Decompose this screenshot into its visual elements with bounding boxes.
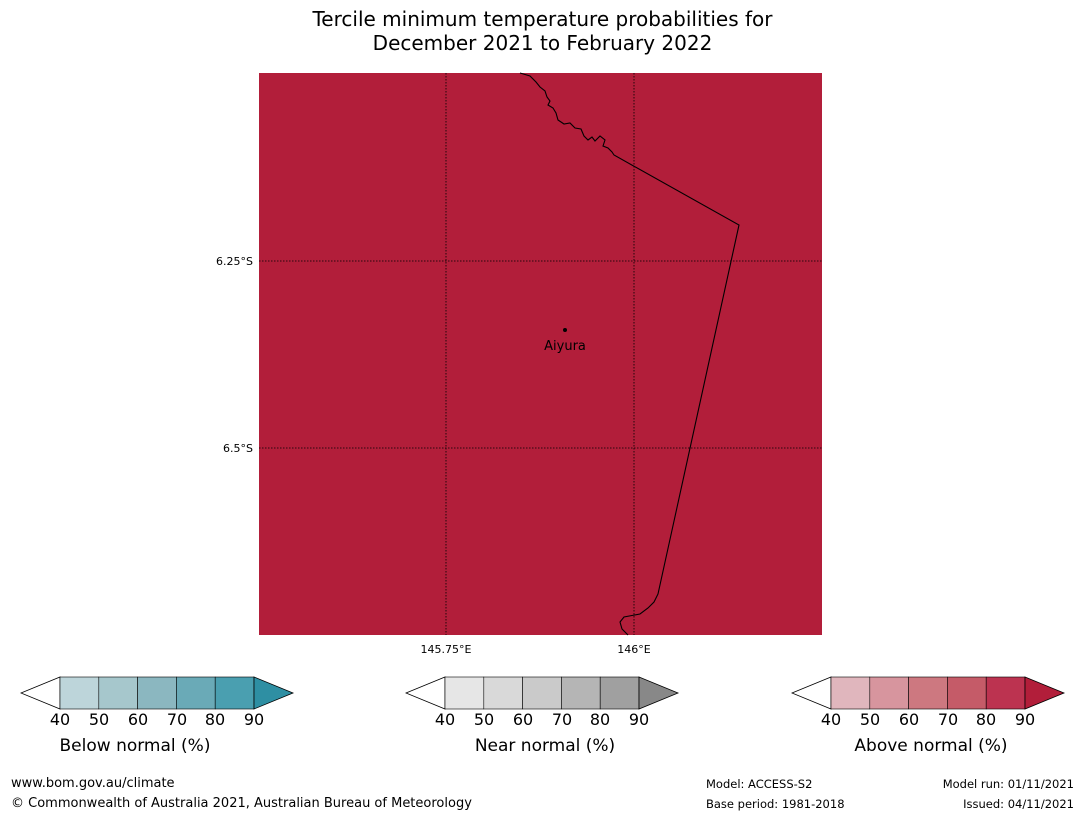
colorbar-below-normal: 40 50 60 70 80 90 Below normal (%) — [20, 676, 300, 766]
colorbar-swatch — [483, 676, 523, 710]
colorbar-swatch — [830, 676, 871, 710]
colorbar-above-label: Above normal (%) — [854, 736, 1008, 756]
tick-label: 40 — [49, 710, 71, 729]
colorbar-above-swatches — [791, 676, 1066, 710]
colorbar-under-triangle — [20, 676, 61, 710]
colorbar-near-normal: 40 50 60 70 80 90 Near normal (%) — [405, 676, 685, 766]
tick-label: 90 — [1014, 710, 1036, 729]
chart-title: Tercile minimum temperature probabilitie… — [0, 7, 1085, 55]
colorbar-swatch — [869, 676, 909, 710]
aiyura-label: Aiyura — [544, 339, 586, 354]
colorbar-below-swatches — [20, 676, 295, 710]
tick-label: 40 — [820, 710, 842, 729]
footer-model: Model: ACCESS-S2 — [706, 777, 813, 791]
colorbar-swatch — [137, 676, 177, 710]
tick-label: 80 — [975, 710, 997, 729]
lon-label-146: 146°E — [617, 643, 650, 656]
colorbar-under-triangle — [791, 676, 832, 710]
tick-label: 70 — [166, 710, 188, 729]
colorbar-swatch — [59, 676, 100, 710]
map-area — [259, 73, 822, 635]
footer-copyright: © Commonwealth of Australia 2021, Austra… — [11, 796, 472, 811]
tick-label: 60 — [512, 710, 534, 729]
colorbar-over-triangle — [638, 676, 680, 710]
footer-issued: Issued: 04/11/2021 — [963, 797, 1074, 811]
colorbar-swatch — [214, 676, 255, 710]
colorbar-swatch — [522, 676, 562, 710]
colorbar-near-label: Near normal (%) — [474, 736, 616, 756]
aiyura-marker — [563, 328, 567, 332]
tick-label: 40 — [434, 710, 456, 729]
colorbar-swatch — [599, 676, 640, 710]
footer-model-run: Model run: 01/11/2021 — [942, 777, 1074, 791]
colorbar-above-normal: 40 50 60 70 80 90 Above normal (%) — [791, 676, 1071, 766]
colorbar-over-triangle — [1024, 676, 1066, 710]
colorbar-near-swatches — [405, 676, 680, 710]
title-line-2: December 2021 to February 2022 — [372, 31, 713, 55]
tick-label: 90 — [628, 710, 650, 729]
tick-label: 60 — [898, 710, 920, 729]
colorbar-swatch — [908, 676, 948, 710]
lon-label-145-75: 145.75°E — [421, 643, 472, 656]
footer-url: www.bom.gov.au/climate — [11, 776, 175, 791]
lat-label-6-25: 6.25°S — [216, 255, 253, 268]
colorbar-swatch — [561, 676, 601, 710]
colorbar-swatch — [176, 676, 216, 710]
colorbar-swatch — [444, 676, 485, 710]
lat-label-6-5: 6.5°S — [223, 442, 253, 455]
province-boundary — [519, 72, 740, 636]
tick-label: 90 — [243, 710, 265, 729]
colorbar-swatch — [947, 676, 987, 710]
tick-label: 50 — [473, 710, 495, 729]
colorbar-below-label: Below normal (%) — [59, 736, 211, 756]
tick-label: 50 — [88, 710, 110, 729]
colorbar-under-triangle — [405, 676, 446, 710]
tick-label: 80 — [589, 710, 611, 729]
tick-label: 70 — [937, 710, 959, 729]
tick-label: 80 — [204, 710, 226, 729]
title-line-1: Tercile minimum temperature probabilitie… — [312, 7, 773, 31]
footer-base-period: Base period: 1981-2018 — [706, 797, 845, 811]
colorbar-over-triangle — [253, 676, 295, 710]
colorbar-swatch — [985, 676, 1026, 710]
colorbar-swatch — [98, 676, 138, 710]
tick-label: 50 — [859, 710, 881, 729]
tick-label: 60 — [127, 710, 149, 729]
tick-label: 70 — [551, 710, 573, 729]
